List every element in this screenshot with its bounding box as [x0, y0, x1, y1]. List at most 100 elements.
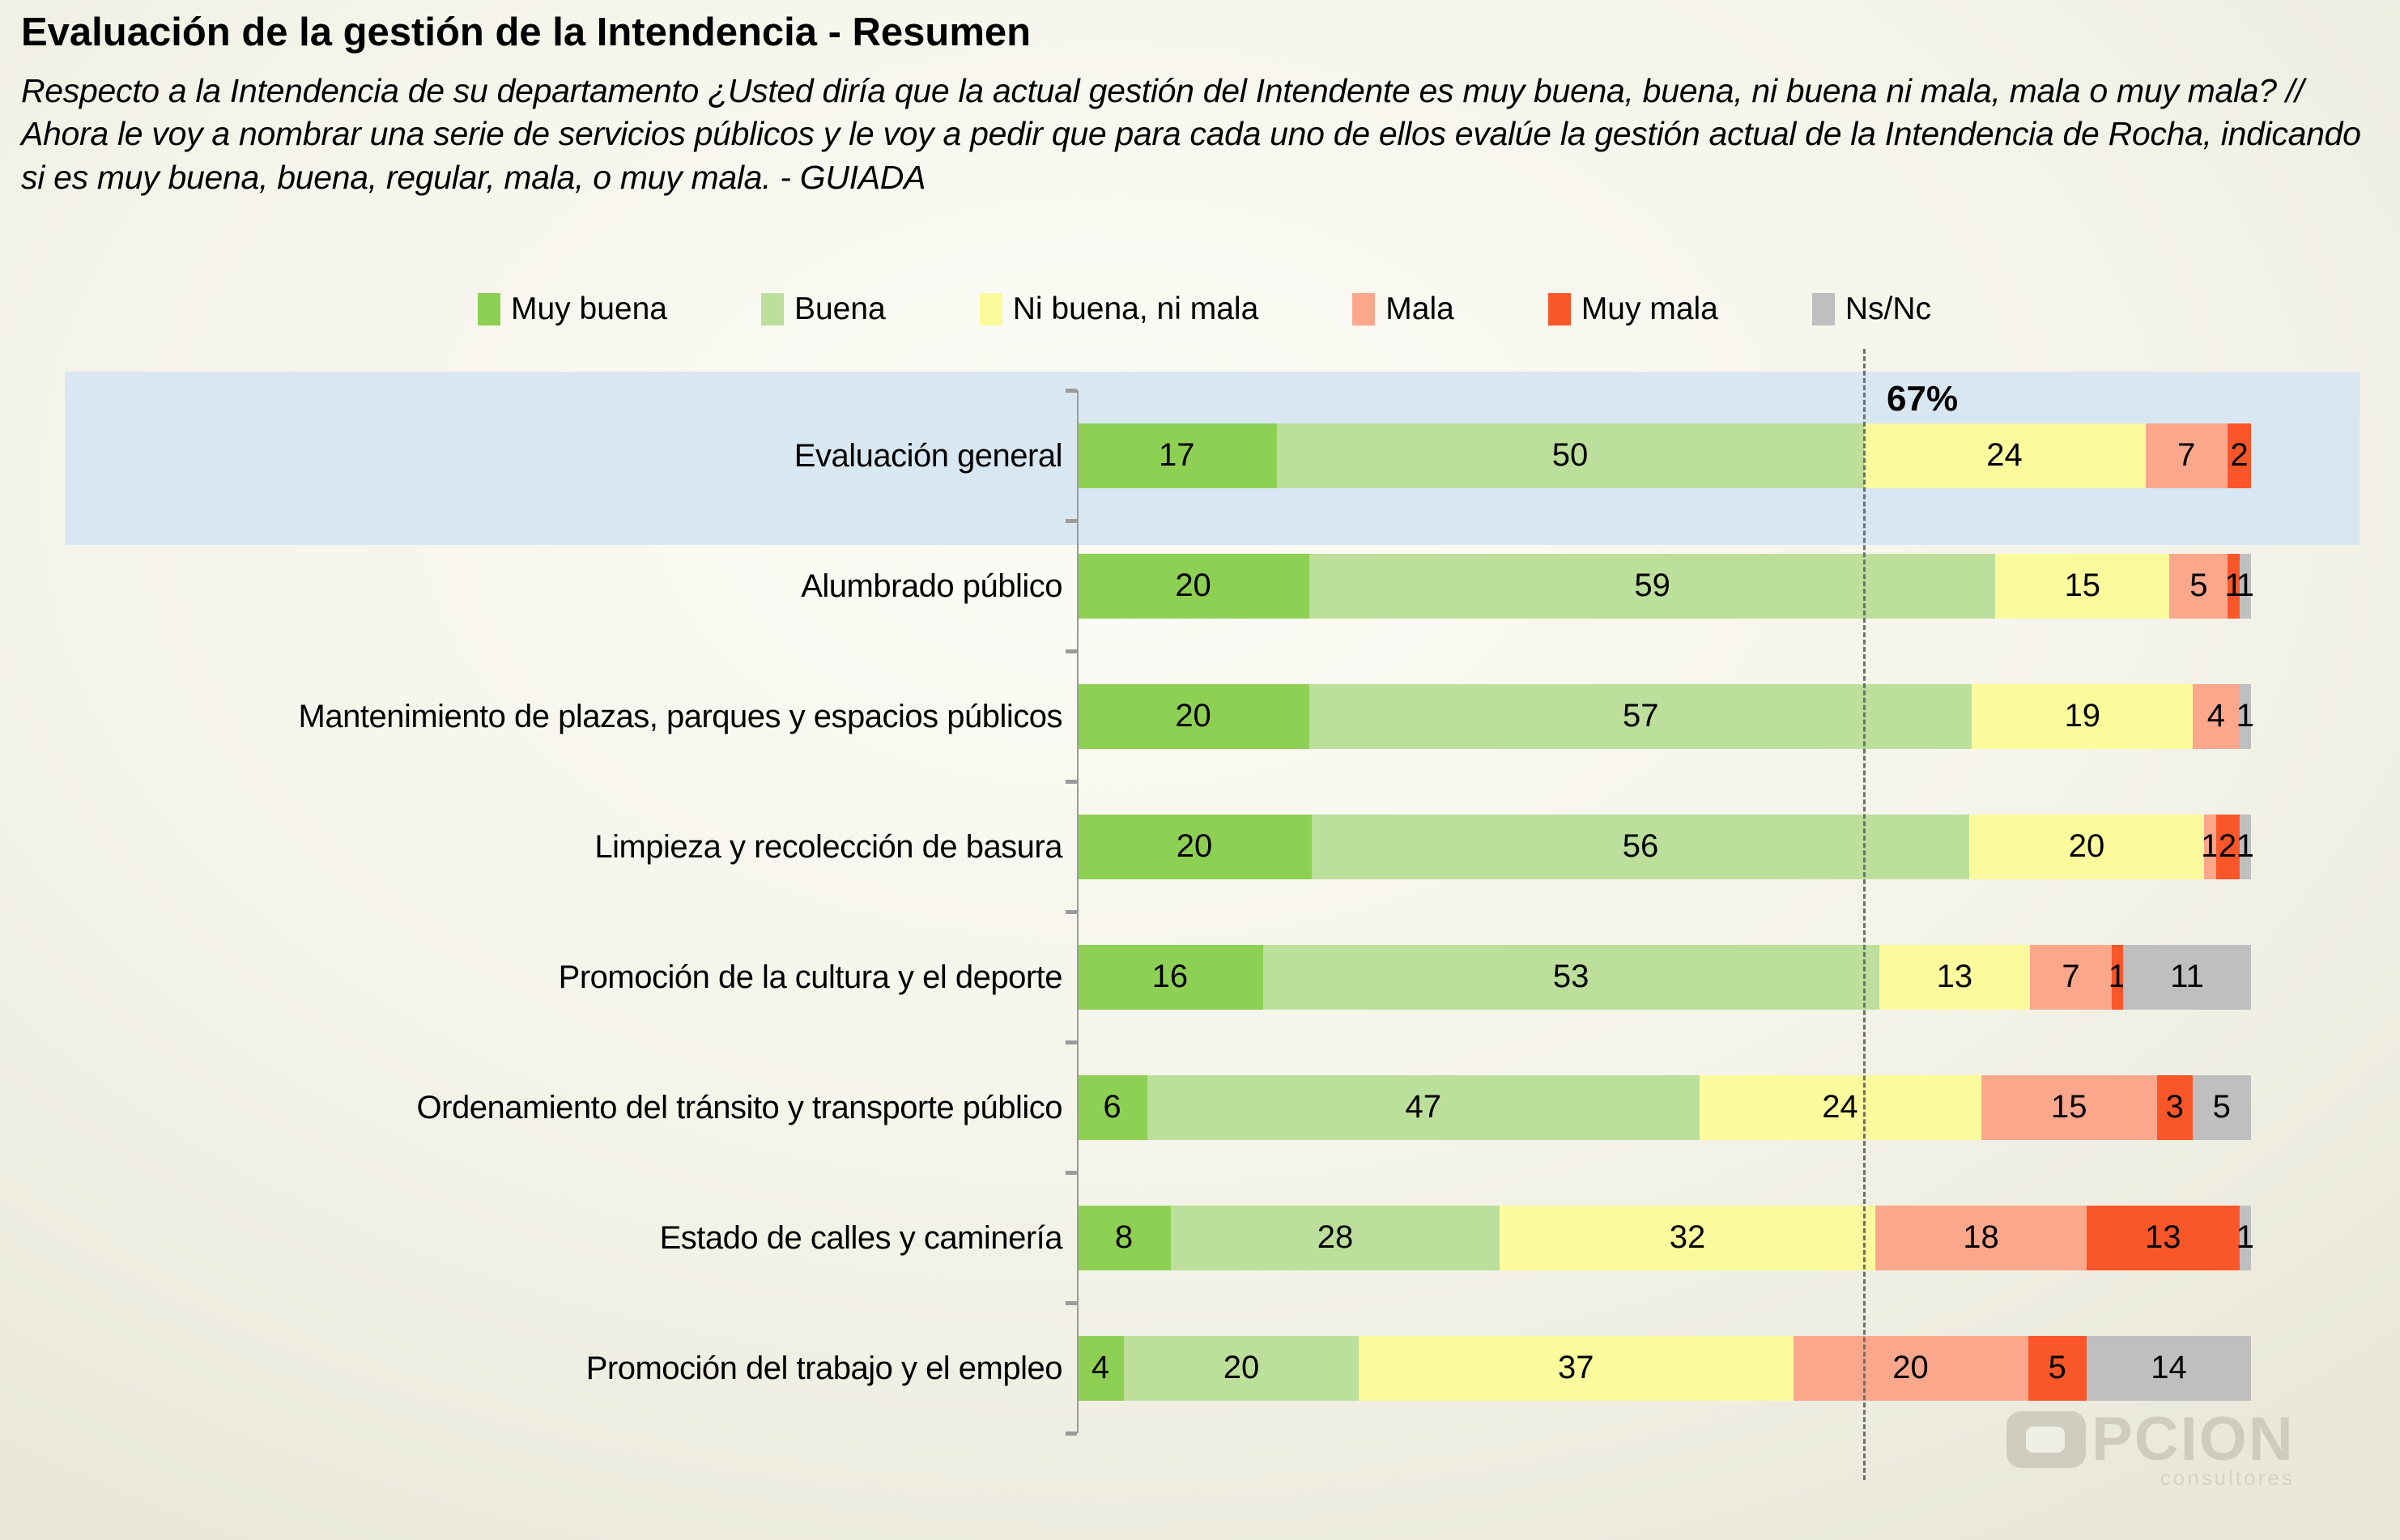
segment-value-label: 37	[1558, 1350, 1594, 1385]
opcion-o-icon	[2006, 1411, 2086, 1468]
segment-value-label: 6	[1103, 1089, 1121, 1125]
bar-segment-muy-mala: 13	[2087, 1205, 2240, 1270]
segment-value-label: 15	[2064, 568, 2101, 603]
legend-label: Muy buena	[511, 291, 667, 326]
chart-row: Alumbrado público 20 59 15 5 1 1	[0, 521, 2400, 651]
bar-segment-mala: 7	[2145, 423, 2228, 488]
chart-row: Limpieza y recolección de basura 20 56 20 1 2…	[0, 781, 2400, 912]
segment-value-label: 18	[1963, 1219, 1999, 1255]
bar-segment-ns-nc: 14	[2087, 1335, 2251, 1401]
axis-tick	[1066, 780, 1077, 784]
segment-value-label: 5	[2212, 1089, 2231, 1125]
bar-segment-ni-buena-ni-mala: 19	[1972, 683, 2194, 749]
watermark-subtext: consultores	[2160, 1466, 2295, 1490]
axis-tick	[1066, 519, 1077, 523]
stacked-bar: 20 57 19 4 1	[1077, 683, 2254, 749]
category-label: Alumbrado público	[801, 568, 1062, 604]
stacked-bar: 20 59 15 5 1 1	[1077, 553, 2254, 619]
segment-value-label: 1	[2201, 828, 2219, 864]
segment-value-label: 32	[1669, 1219, 1706, 1255]
page-title: Evaluación de la gestión de la Intendenc…	[21, 11, 1032, 54]
axis-tick	[1066, 1040, 1077, 1044]
axis-tick	[1066, 1301, 1077, 1305]
segment-value-label: 20	[1892, 1350, 1929, 1385]
bar-segment-ni-buena-ni-mala: 37	[1359, 1335, 1794, 1401]
segment-value-label: 28	[1317, 1219, 1354, 1255]
segment-value-label: 16	[1151, 959, 1189, 994]
segment-value-label: 20	[1175, 698, 1211, 734]
legend-swatch-icon	[1352, 293, 1376, 325]
bar-segment-ns-nc: 1	[2236, 683, 2254, 749]
category-label: Promoción del trabajo y el empleo	[585, 1350, 1063, 1386]
chart-row: Promoción del trabajo y el empleo 4 20 37 20…	[0, 1303, 2400, 1433]
segment-value-label: 50	[1551, 437, 1589, 473]
bar-segment-ni-buena-ni-mala: 24	[1863, 423, 2146, 488]
segment-value-label: 57	[1623, 698, 1659, 734]
segment-value-label: 59	[1634, 568, 1670, 603]
category-label: Ordenamiento del tránsito y transporte p…	[416, 1089, 1063, 1125]
legend-swatch-icon	[1547, 293, 1571, 325]
legend-swatch-icon	[979, 293, 1002, 325]
category-label: Evaluación general	[794, 437, 1063, 474]
segment-value-label: 1	[2236, 698, 2254, 734]
watermark-logo: PCION consultores	[2006, 1409, 2295, 1491]
bar-segment-muy-mala: 1	[2224, 553, 2243, 619]
bar-segment-ns-nc: 1	[2236, 1205, 2254, 1270]
bar-segment-buena: 47	[1147, 1074, 1700, 1140]
bar-segment-buena: 57	[1309, 683, 1972, 749]
bar-segment-buena: 20	[1124, 1335, 1359, 1401]
legend-label: Muy mala	[1581, 291, 1718, 326]
segment-value-label: 14	[2151, 1350, 2187, 1385]
bar-segment-muy-buena: 16	[1077, 944, 1263, 1010]
bar-segment-ni-buena-ni-mala: 13	[1879, 944, 2031, 1010]
bar-segment-mala: 18	[1875, 1205, 2087, 1270]
segment-value-label: 1	[2224, 568, 2243, 603]
category-label: Limpieza y recolección de basura	[594, 828, 1062, 865]
reference-label: 67%	[1887, 379, 1959, 419]
legend: Muy buena Buena Ni buena, ni mala Mala Muy m…	[478, 291, 1931, 327]
category-axis	[1077, 390, 1079, 1433]
segment-value-label: 20	[2068, 828, 2105, 864]
legend-item-5: Muy mala	[1547, 291, 1718, 327]
bar-segment-buena: 59	[1309, 553, 1996, 619]
chart: Evaluación general 17 50 24 7 2 Alumbrado públ…	[0, 390, 2400, 1433]
segment-value-label: 1	[2236, 828, 2254, 864]
segment-value-label: 2	[2218, 828, 2237, 864]
bar-segment-ni-buena-ni-mala: 20	[1969, 814, 2204, 879]
stacked-bar: 20 56 20 1 2 1	[1077, 814, 2254, 879]
segment-value-label: 19	[2064, 698, 2101, 734]
bar-segment-buena: 56	[1312, 814, 1969, 879]
bar-segment-muy-mala: 2	[2228, 423, 2251, 488]
segment-value-label: 3	[2165, 1089, 2184, 1125]
reference-line	[1863, 349, 1866, 1480]
legend-label: Mala	[1385, 291, 1454, 326]
segment-value-label: 7	[2177, 437, 2196, 473]
bar-segment-ns-nc: 5	[2192, 1074, 2251, 1140]
stacked-bar: 6 47 24 15 3 5	[1077, 1074, 2251, 1140]
bar-segment-muy-buena: 8	[1077, 1205, 1171, 1270]
stacked-bar: 8 28 32 18 13 1	[1077, 1205, 2254, 1270]
bar-segment-muy-buena: 20	[1077, 814, 1312, 879]
segment-value-label: 4	[2206, 698, 2226, 734]
bar-segment-buena: 28	[1171, 1205, 1500, 1270]
segment-value-label: 8	[1114, 1219, 1134, 1255]
segment-value-label: 24	[1822, 1089, 1858, 1125]
legend-swatch-icon	[478, 293, 500, 325]
legend-label: Buena	[794, 291, 886, 326]
bar-segment-mala: 7	[2030, 944, 2112, 1010]
bar-segment-muy-buena: 20	[1077, 553, 1310, 619]
segment-value-label: 2	[2230, 437, 2249, 473]
category-label: Promoción de la cultura y el deporte	[558, 959, 1063, 995]
chart-row: Mantenimiento de plazas, parques y espac…	[0, 651, 2400, 781]
chart-row: Ordenamiento del tránsito y transporte p…	[0, 1042, 2400, 1172]
bar-segment-mala: 15	[1981, 1074, 2157, 1140]
bar-segment-ns-nc: 1	[2236, 814, 2254, 879]
legend-item-1: Muy buena	[478, 291, 667, 327]
legend-item-3: Ni buena, ni mala	[979, 291, 1258, 327]
bar-segment-mala: 20	[1793, 1335, 2028, 1401]
bar-segment-ns-nc: 1	[2236, 553, 2254, 619]
stacked-bar: 17 50 24 7 2	[1077, 423, 2251, 488]
segment-value-label: 5	[2048, 1350, 2066, 1385]
page-subtitle: Respecto a la Intendencia de su departam…	[21, 72, 2361, 196]
segment-value-label: 11	[2170, 959, 2204, 994]
